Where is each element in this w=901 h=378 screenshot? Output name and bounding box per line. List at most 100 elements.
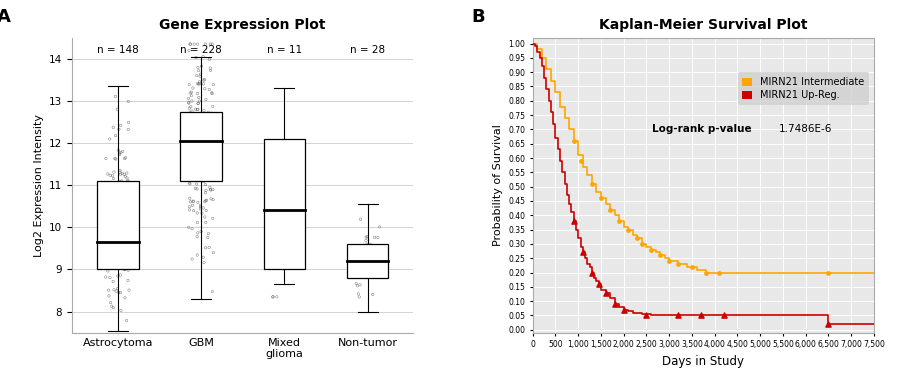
Point — [185, 226, 199, 232]
Point — [192, 144, 206, 150]
Point — [182, 142, 196, 148]
Point — [109, 252, 123, 258]
Point — [198, 161, 213, 167]
Point — [585, 181, 599, 187]
Point — [103, 204, 117, 210]
Point — [203, 119, 217, 125]
Point — [109, 260, 123, 266]
Point — [195, 158, 209, 164]
Point — [189, 152, 204, 158]
Point — [185, 98, 199, 104]
Point — [359, 234, 373, 240]
Point — [199, 138, 214, 144]
Point — [106, 305, 121, 311]
Point — [198, 172, 213, 178]
Point — [201, 231, 215, 237]
Point — [194, 146, 208, 152]
Point — [184, 89, 198, 95]
Point — [351, 263, 366, 269]
Point — [194, 170, 208, 176]
Point — [113, 178, 127, 184]
Point — [184, 155, 198, 161]
Point — [114, 149, 128, 155]
Point — [204, 167, 218, 173]
Point — [198, 115, 213, 121]
Point — [118, 295, 132, 301]
Point — [102, 198, 116, 204]
Point — [199, 187, 214, 194]
Point — [205, 197, 220, 203]
Point — [585, 270, 599, 276]
Point — [202, 171, 216, 177]
Point — [621, 226, 635, 232]
Point — [186, 202, 200, 208]
Point — [205, 120, 219, 126]
Point — [285, 215, 299, 221]
Point — [350, 244, 364, 250]
Point — [193, 81, 207, 87]
Point — [112, 340, 126, 346]
Point — [189, 73, 204, 79]
Point — [612, 218, 626, 224]
Point — [98, 262, 113, 268]
Point — [671, 261, 686, 267]
Point — [122, 192, 136, 198]
Point — [110, 106, 124, 112]
Point — [113, 262, 127, 268]
Point — [189, 146, 204, 152]
Point — [182, 204, 196, 210]
Point — [99, 219, 114, 225]
Point — [184, 93, 198, 99]
Point — [110, 285, 124, 291]
Point — [189, 157, 204, 163]
Point — [186, 85, 200, 91]
Point — [205, 153, 219, 160]
Point — [107, 287, 122, 293]
Point — [198, 190, 213, 196]
Point — [122, 287, 136, 293]
Point — [186, 198, 200, 204]
Point — [191, 100, 205, 106]
Point — [188, 106, 203, 112]
Point — [115, 194, 130, 200]
Point — [191, 106, 205, 112]
Point — [191, 152, 205, 158]
Point — [187, 146, 202, 152]
Point — [204, 118, 218, 124]
Point — [198, 198, 213, 204]
Point — [120, 192, 134, 198]
Point — [283, 228, 297, 234]
Point — [103, 274, 117, 280]
Point — [196, 108, 211, 114]
Point — [822, 270, 836, 276]
Point — [356, 269, 370, 275]
Point — [105, 173, 120, 179]
Point — [105, 303, 119, 309]
Point — [121, 267, 135, 273]
Point — [189, 54, 204, 60]
Title: Kaplan-Meier Survival Plot: Kaplan-Meier Survival Plot — [599, 19, 807, 33]
Point — [119, 243, 133, 249]
Point — [359, 241, 374, 247]
Point — [205, 288, 220, 294]
Point — [203, 65, 217, 71]
Point — [197, 176, 212, 182]
Point — [183, 195, 197, 201]
Point — [189, 115, 204, 121]
Point — [114, 272, 128, 278]
Point — [206, 135, 221, 141]
Point — [122, 119, 136, 125]
Point — [350, 283, 365, 289]
Point — [121, 220, 135, 226]
Point — [122, 220, 136, 226]
Point — [182, 105, 196, 111]
Point — [201, 151, 215, 157]
Point — [108, 93, 123, 99]
Point — [193, 146, 207, 152]
Point — [103, 220, 117, 226]
Point — [105, 211, 119, 217]
Point — [195, 152, 209, 158]
Point — [193, 133, 207, 139]
Point — [197, 129, 212, 135]
Point — [353, 246, 368, 252]
